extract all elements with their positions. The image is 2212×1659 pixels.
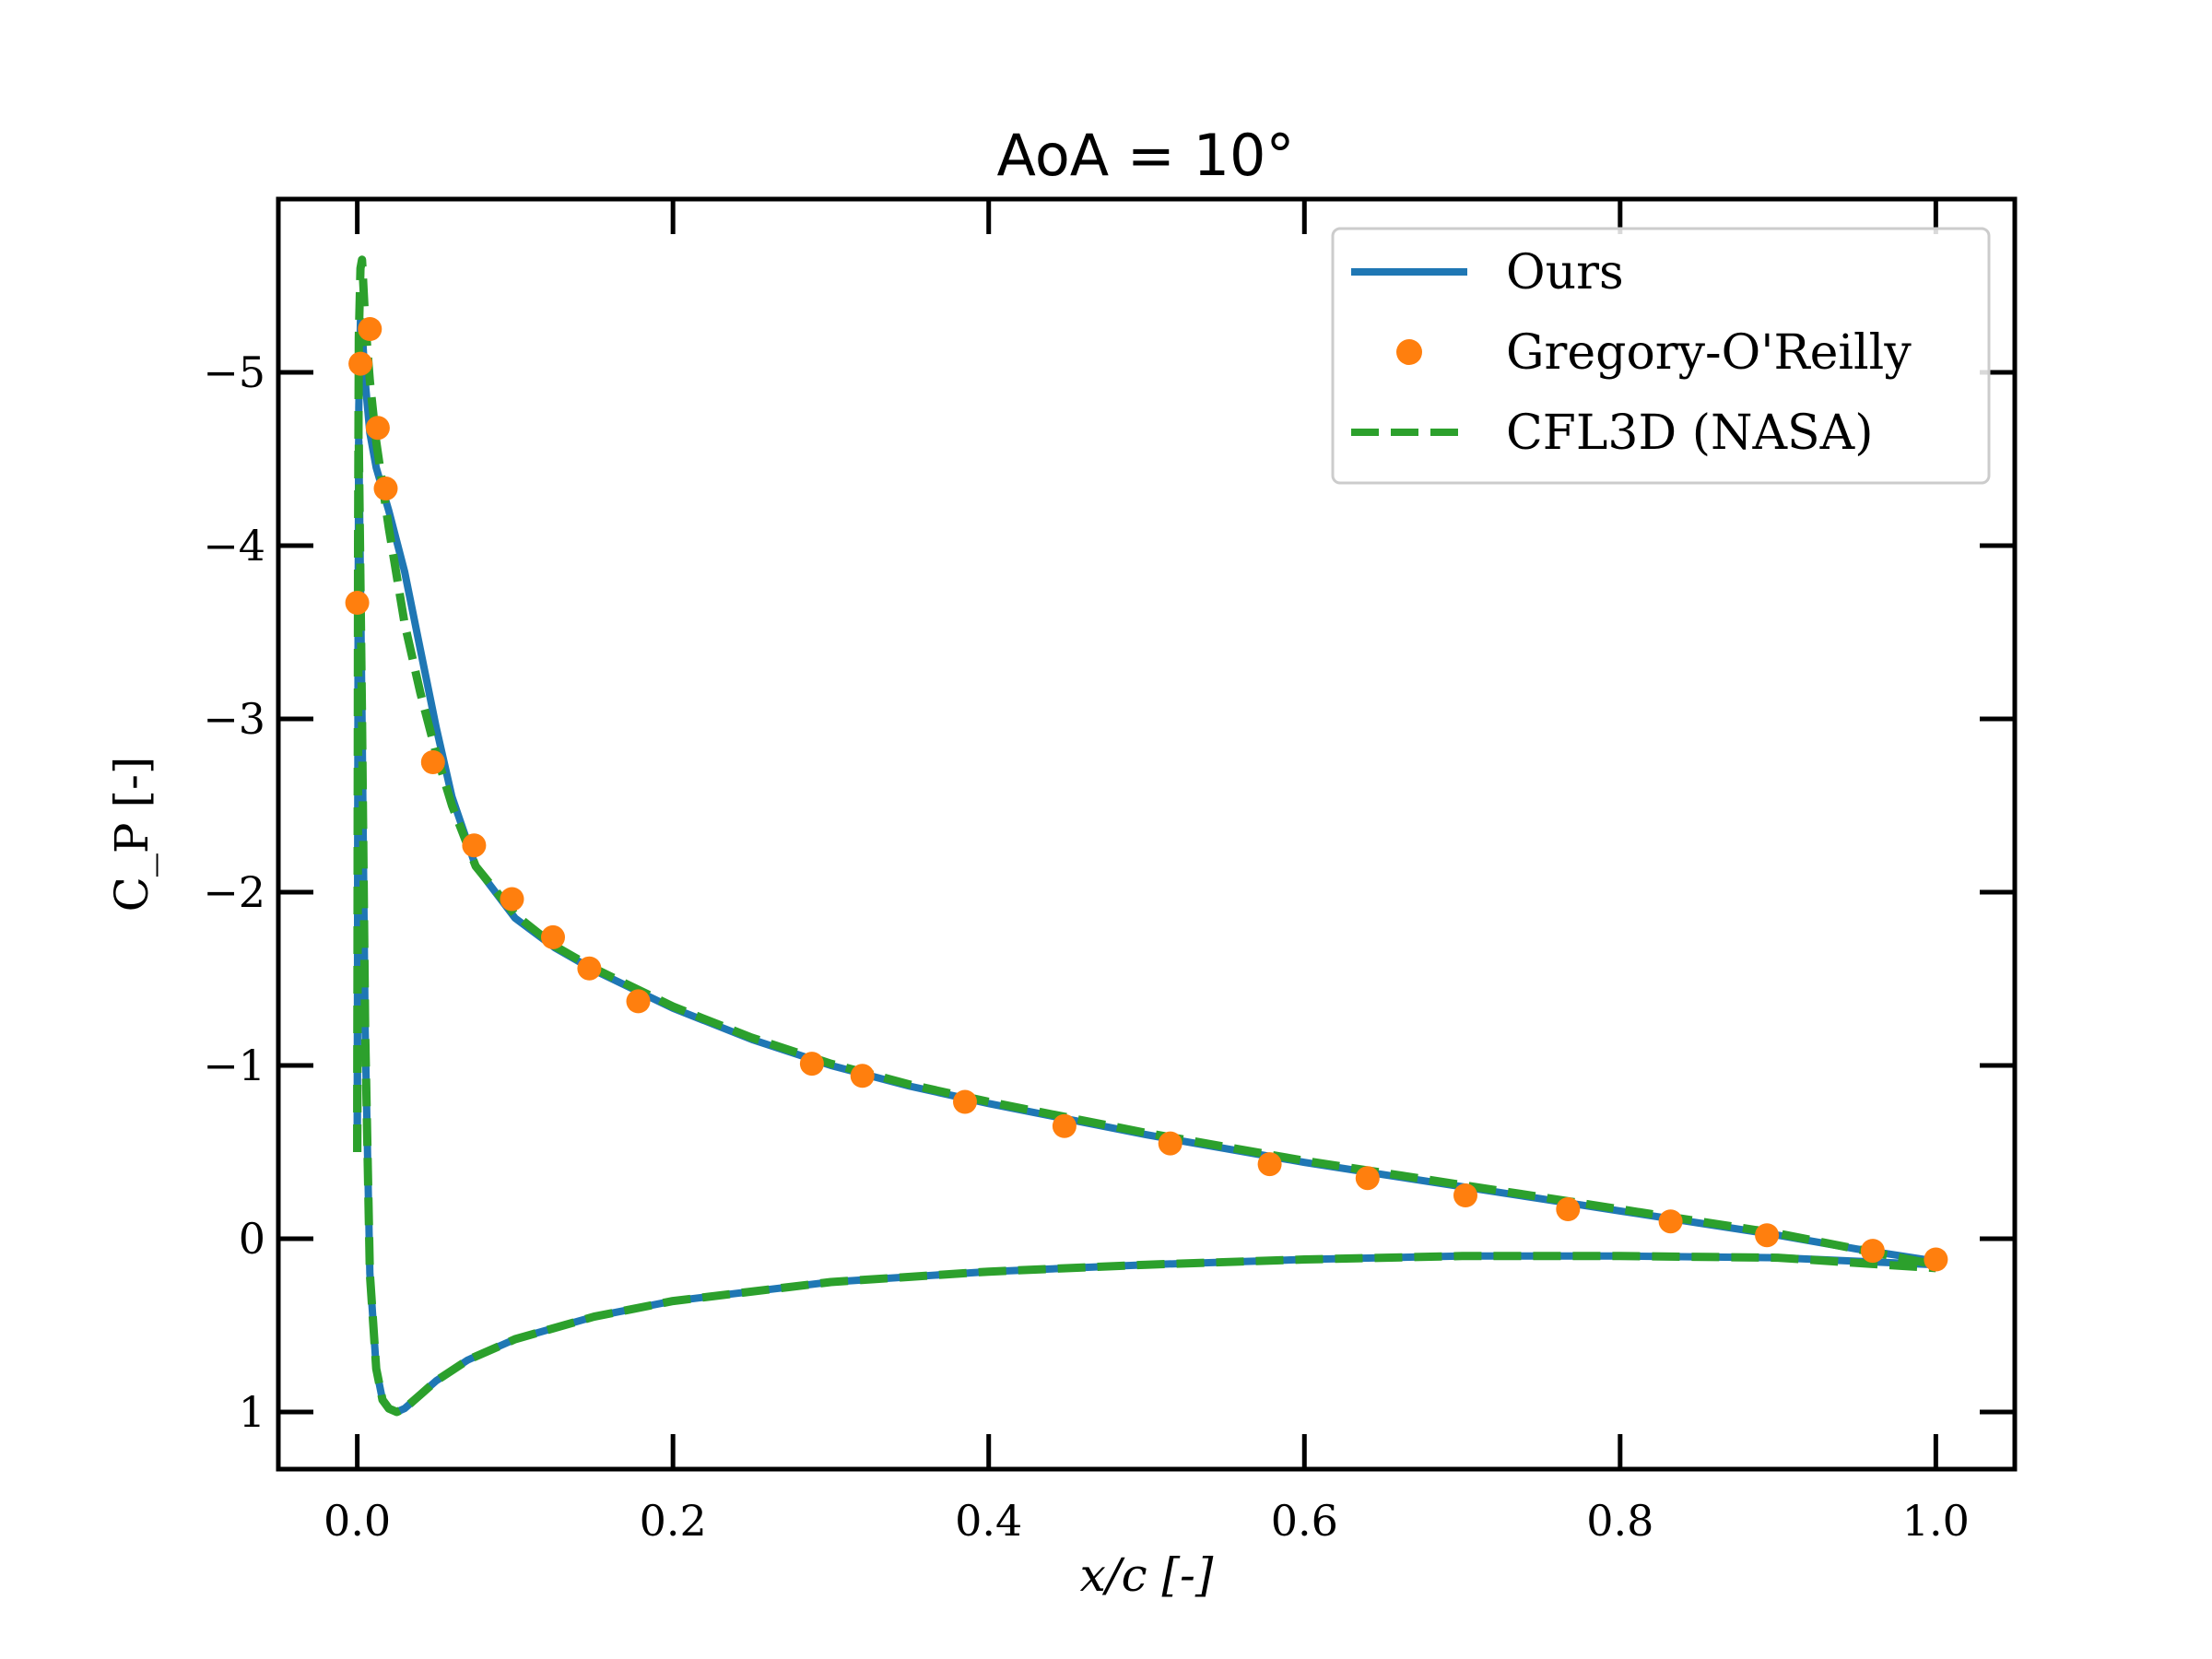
gregory-data-point [799,1052,824,1077]
plot-area [345,255,1948,1417]
y-tick-label: −5 [203,347,265,397]
gregory-data-point [365,416,390,441]
gregory-data-point [626,989,651,1014]
gregory-data-point [1052,1113,1077,1138]
legend-cfl3d-label: CFL3D (NASA) [1506,406,1874,461]
gregory-data-point [1257,1152,1282,1177]
x-tick-label: 0.2 [640,1496,707,1546]
gregory-data-point [1556,1197,1581,1221]
x-tick-label: 0.4 [955,1496,1022,1546]
gregory-data-point [850,1064,875,1088]
gregory-data-point [358,317,382,341]
y-tick-label: 1 [239,1387,265,1437]
gregory-data-point [1755,1223,1780,1248]
x-tick-label: 0.6 [1271,1496,1338,1546]
legend-ours-label: Ours [1506,245,1624,300]
x-tick-label: 0.0 [324,1496,391,1546]
legend: Ours Gregory-O'Reilly CFL3D (NASA) [1331,227,1991,485]
y-tick-label: −4 [203,521,265,571]
gregory-data-point [1658,1209,1683,1234]
gregory-data-point [577,956,602,981]
gregory-data-point [1453,1183,1477,1207]
x-tick-label: 0.8 [1586,1496,1653,1546]
plot-frame [276,196,2018,1472]
gregory-data-point [1158,1131,1182,1156]
y-tick-label: −2 [203,867,265,917]
gregory-data-point [373,477,398,500]
gregory-data-point [348,351,373,376]
gregory-data-point [500,887,524,912]
x-axis-label: x/c [-] [1080,1548,1214,1602]
series-cfl3d-upper-line [353,255,1937,1269]
y-axis-label: C_P [-] [105,757,159,912]
gregory-data-point [1860,1239,1885,1264]
gregory-data-point [345,591,370,615]
gregory-data-point [953,1089,977,1114]
gregory-data-point [541,924,565,949]
legend-gregory-label: Gregory-O'Reilly [1506,325,1912,381]
x-tick-label: 1.0 [1902,1496,1970,1546]
y-tick-label: −3 [203,694,265,744]
y-tick-label: −1 [203,1041,265,1090]
y-tick-label: 0 [239,1214,265,1264]
chart-title: AoA = 10° [997,122,1295,189]
legend-gregory-swatch [1396,339,1422,365]
gregory-data-point [462,833,487,858]
gregory-data-point [1924,1247,1948,1272]
gregory-data-point [420,750,445,774]
legend-box [1331,227,1991,485]
series-cfl3d-lower-line [353,437,1936,1417]
gregory-data-point [1355,1166,1380,1191]
axis-ticks: 0.0 0.2 0.4 0.6 0.8 1.0 −5 −4 −3 −2 −1 0 1 [203,199,2015,1546]
